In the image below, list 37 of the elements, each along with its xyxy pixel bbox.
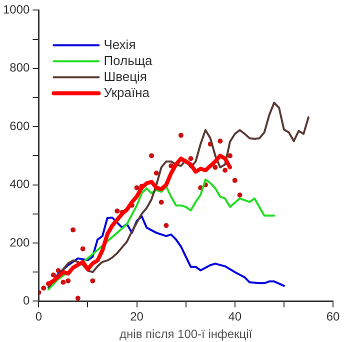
x-tick-label: 40 <box>228 310 242 324</box>
x-tick-label: 0 <box>35 310 42 324</box>
point <box>66 278 71 284</box>
point <box>149 153 154 158</box>
y-tick-label: 200 <box>10 235 30 250</box>
legend-label: Україна <box>104 84 150 100</box>
point <box>80 246 86 252</box>
x-tick-label: 60 <box>326 310 340 324</box>
y-tick-label: 400 <box>10 177 30 192</box>
point <box>227 153 232 158</box>
point <box>232 178 238 183</box>
point <box>50 272 56 278</box>
point <box>75 296 80 301</box>
x-axis-title: днів після 100-ї інфекції <box>120 327 253 342</box>
point <box>188 156 194 162</box>
point <box>70 227 76 232</box>
y-tick-label: 800 <box>10 60 30 75</box>
point <box>114 208 120 214</box>
y-tick-label: 1000 <box>2 2 30 17</box>
point <box>218 138 223 144</box>
point <box>158 200 164 205</box>
point <box>60 280 66 285</box>
y-tick-label: 600 <box>10 118 30 133</box>
point <box>237 192 242 198</box>
point <box>134 185 140 190</box>
legend-label: Швеція <box>104 68 147 84</box>
point <box>41 286 46 291</box>
point <box>212 164 218 170</box>
x-tick-label: 20 <box>130 310 144 324</box>
point <box>154 170 159 176</box>
point <box>178 132 184 138</box>
point <box>90 278 96 284</box>
point <box>222 168 228 173</box>
legend-label: Чехія <box>104 36 136 52</box>
legend-label: Польща <box>104 52 154 68</box>
y-tick-label: 0 <box>23 294 30 308</box>
point <box>164 223 169 228</box>
